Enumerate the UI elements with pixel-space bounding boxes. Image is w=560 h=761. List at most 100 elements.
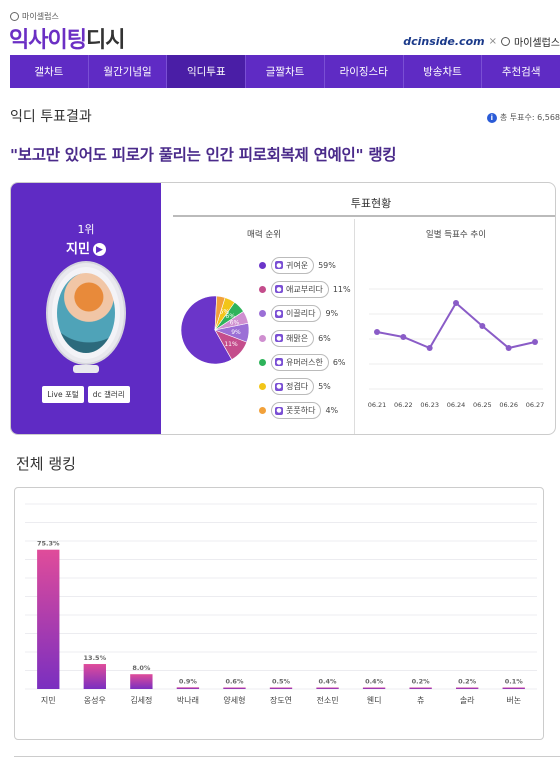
legend-keyword-pill[interactable]: ● 애교부리다 bbox=[271, 280, 329, 298]
bottom-divider bbox=[14, 756, 560, 757]
legend-swatch bbox=[259, 383, 266, 391]
pie-slice-label: 9% bbox=[231, 329, 241, 336]
site-logo[interactable]: 익사이팅디시 bbox=[9, 22, 125, 54]
line-point bbox=[479, 323, 486, 329]
legend-keyword-pill[interactable]: ● 유머러스한 bbox=[271, 353, 329, 371]
ranking-bar-category: 양세형 bbox=[223, 696, 245, 705]
ranking-bar-value: 0.4% bbox=[319, 678, 338, 686]
ranking-bar[interactable] bbox=[316, 687, 339, 690]
ranking-bar-category: 박나래 bbox=[177, 695, 199, 705]
legend-percent: 6% bbox=[318, 333, 331, 343]
tab-gallery-chart[interactable]: 갤차트 bbox=[10, 55, 89, 88]
legend-keyword-pill[interactable]: ● 풋풋하다 bbox=[271, 402, 322, 420]
winner-photo bbox=[57, 273, 115, 353]
legend-percent: 6% bbox=[332, 357, 346, 367]
tab-recommended-search[interactable]: 추천검색 bbox=[501, 66, 541, 78]
mycelebs-brand[interactable]: 마이셀럽스 bbox=[10, 11, 59, 22]
legend-keyword-pill[interactable]: ● 이끌리다 bbox=[271, 305, 322, 323]
pie-slice bbox=[214, 295, 226, 331]
daily-votes-panel: 일별 득표수 추이 06.21 06.22 06.23 06.24 06.25 06.26… bbox=[355, 219, 555, 434]
tab-post-chart[interactable]: 글짤차트 bbox=[246, 55, 325, 88]
ranking-bar[interactable] bbox=[456, 687, 479, 690]
tab-monthly-anniversary[interactable]: 월간기념일 bbox=[89, 55, 168, 88]
site-header: 마이셀럽스 익사이팅디시 dcinside.com × 마이셀럽스 bbox=[0, 0, 560, 55]
winner-mirror-frame bbox=[48, 263, 124, 363]
legend-keyword: 풋풋하다 bbox=[286, 406, 316, 416]
tab-vote[interactable]: 익디투표 bbox=[167, 55, 247, 88]
chevron-right-icon: ▶ bbox=[92, 243, 106, 256]
vote-headline: "보고만 있어도 피로가 풀리는 인간 피로회복제 연예인" 랭킹 bbox=[10, 146, 397, 164]
ranking-bar[interactable] bbox=[502, 687, 525, 690]
line-point bbox=[453, 300, 459, 306]
ranking-bar-category: 웬디 bbox=[367, 696, 382, 705]
line-x-tick: 06.25 bbox=[473, 401, 492, 409]
legend-swatch bbox=[259, 261, 266, 269]
keyword-icon: ● bbox=[275, 358, 283, 367]
vote-status-title: 투표현황 bbox=[173, 193, 555, 217]
legend-keyword-pill[interactable]: ● 정겹다 bbox=[271, 378, 315, 396]
pie-legend-item: ● 정겹다 5% bbox=[259, 374, 351, 398]
legend-percent: 9% bbox=[325, 309, 339, 319]
ranking-bar-category: 전소민 bbox=[316, 695, 338, 705]
line-point bbox=[532, 339, 538, 345]
live-portal-button[interactable]: Live 포털 bbox=[42, 386, 84, 403]
pie-slice bbox=[180, 295, 233, 365]
ranking-bar[interactable] bbox=[37, 549, 60, 689]
legend-keyword-pill[interactable]: ● 귀여운 bbox=[271, 256, 315, 274]
mycelebs-partner-label[interactable]: 마이셀럽스 bbox=[514, 38, 560, 49]
keyword-icon: ● bbox=[275, 334, 283, 343]
line-series bbox=[376, 301, 536, 350]
legend-swatch bbox=[259, 310, 266, 318]
pie-slice-label: 6% bbox=[230, 319, 240, 326]
line-point bbox=[426, 345, 433, 351]
legend-keyword-pill[interactable]: ● 해맑은 bbox=[271, 329, 315, 347]
ranking-bar-value: 13.5% bbox=[84, 654, 107, 662]
ranking-bar[interactable] bbox=[176, 687, 200, 689]
winner-panel: 1위 지민 ▶ Live 포털 dc 갤러리 bbox=[11, 183, 161, 434]
legend-swatch bbox=[259, 334, 266, 342]
line-x-tick: 06.27 bbox=[526, 401, 545, 409]
section-title: 익디 투표결과 bbox=[10, 109, 92, 125]
pie-legend: ● 귀여운 59% ● 애교부리다 11% ● 이끌리다 9% ● 해맑은 6% ● 유머러스한 6% ● 정겹… bbox=[259, 253, 351, 423]
ranking-bar-value: 8.0% bbox=[132, 664, 151, 672]
legend-percent: 4% bbox=[325, 406, 339, 416]
ranking-bar[interactable] bbox=[409, 687, 432, 690]
ranking-bar-chart: 75.3% 지민 13.5% 옹성우 8.0% 김세정 0.9% 박나래 0.6% 양세형 0.5%… bbox=[25, 503, 537, 705]
dc-gallery-button[interactable]: dc 갤러리 bbox=[87, 386, 130, 403]
winner-name-link[interactable]: 지민 ▶ bbox=[11, 238, 161, 257]
line-x-tick: 06.24 bbox=[447, 401, 466, 409]
ranking-bar[interactable] bbox=[130, 674, 153, 689]
legend-keyword: 해맑은 bbox=[286, 333, 309, 343]
ranking-bar-category: 솔라 bbox=[460, 696, 475, 705]
legend-percent: 5% bbox=[318, 382, 331, 392]
tab-broadcast-chart[interactable]: 방송차트 bbox=[404, 55, 483, 88]
total-votes: i 총 투표수: 6,568 bbox=[486, 112, 560, 123]
winner-name: 지민 bbox=[66, 242, 90, 257]
ranking-bar[interactable] bbox=[362, 687, 386, 690]
tab-rising-star[interactable]: 라이징스타 bbox=[325, 55, 404, 88]
ranking-bar-value: 0.2% bbox=[458, 678, 477, 686]
legend-swatch bbox=[259, 407, 266, 415]
vote-status-panel: 투표현황 매력 순위 11% 9% 6% 6% 5% ● 귀여운 59% ● 애교부리다 11% ●… bbox=[161, 183, 555, 434]
line-point bbox=[505, 345, 512, 351]
ranking-bar[interactable] bbox=[83, 664, 106, 689]
line-x-tick: 06.26 bbox=[499, 401, 518, 409]
charm-ranking-panel: 매력 순위 11% 9% 6% 6% 5% ● 귀여운 59% ● 애교부리다 11% ● 이끌리다 9… bbox=[173, 219, 355, 434]
ranking-bar[interactable] bbox=[269, 687, 293, 690]
pie-legend-item: ● 유머러스한 6% bbox=[259, 350, 351, 374]
main-nav: 갤차트 월간기념일 익디투표 글짤차트 라이징스타 방송차트 추천검색 bbox=[10, 55, 560, 88]
ranking-bar-value: 0.2% bbox=[412, 678, 431, 686]
ranking-bar-category: 버논 bbox=[506, 695, 521, 705]
mycelebs-logo-icon bbox=[10, 12, 19, 21]
pie-slice-label: 5% bbox=[220, 309, 230, 316]
line-point bbox=[374, 329, 380, 335]
partner-separator: × bbox=[488, 36, 497, 47]
line-x-tick: 06.22 bbox=[394, 401, 413, 409]
legend-swatch bbox=[259, 358, 266, 366]
legend-percent: 59% bbox=[318, 260, 336, 270]
ranking-bar[interactable] bbox=[223, 687, 246, 690]
total-votes-label: 총 투표수: 6,568 bbox=[499, 113, 560, 122]
dcinside-logo[interactable]: dcinside.com bbox=[403, 35, 485, 48]
ranking-bar-category: 장도연 bbox=[270, 695, 292, 705]
line-point bbox=[400, 334, 407, 340]
